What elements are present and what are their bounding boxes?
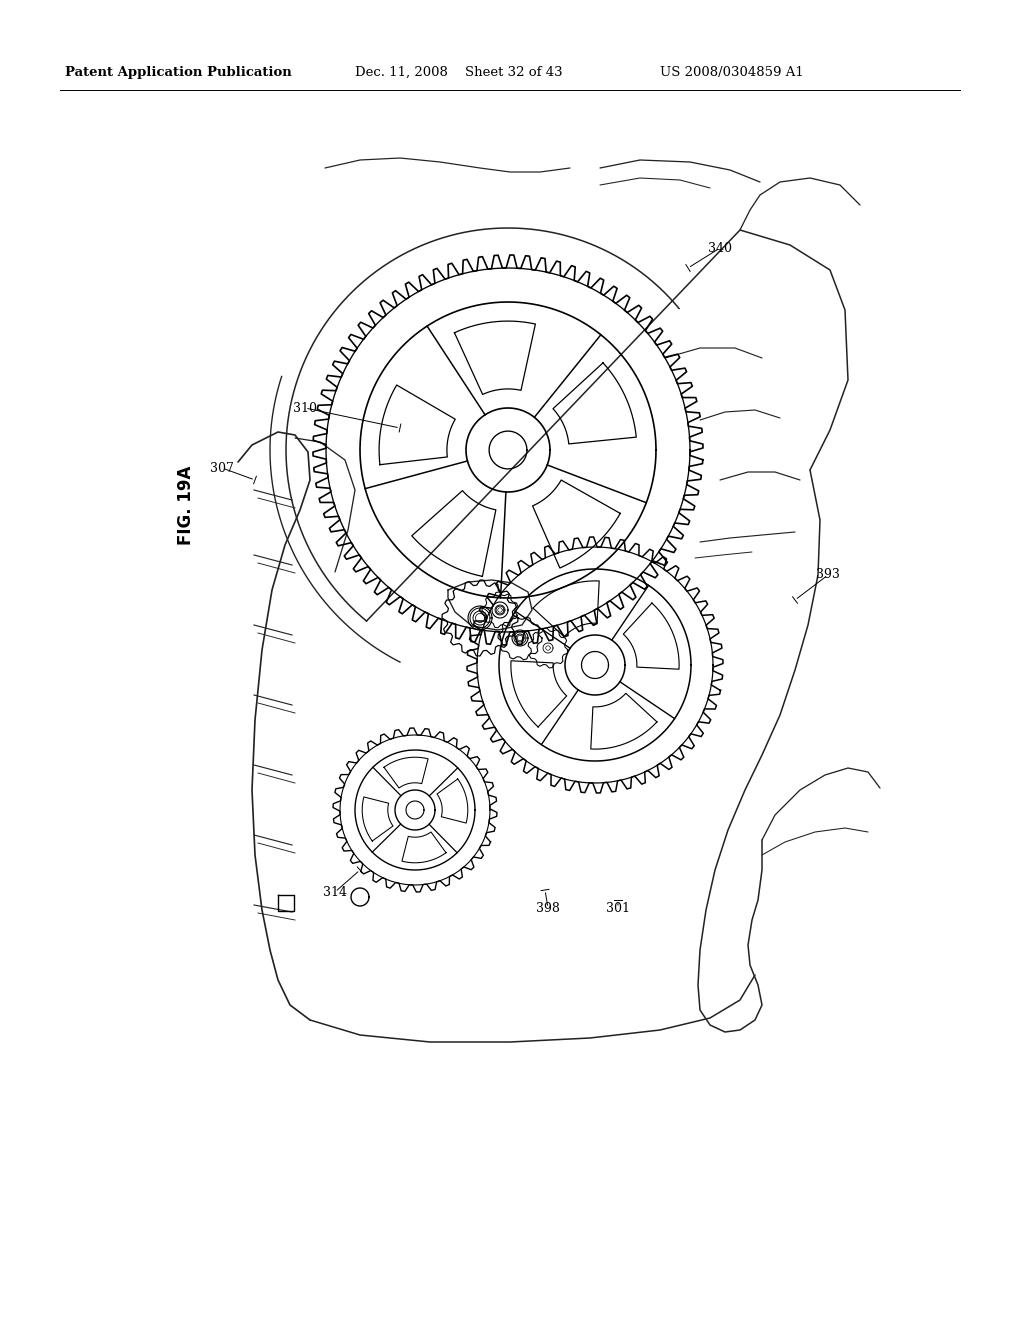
Text: 398: 398 (536, 902, 560, 915)
Text: FIG. 19A: FIG. 19A (177, 466, 195, 545)
Text: Sheet 32 of 43: Sheet 32 of 43 (465, 66, 562, 79)
Text: 340: 340 (708, 242, 732, 255)
Text: Patent Application Publication: Patent Application Publication (65, 66, 292, 79)
Text: 301: 301 (606, 902, 630, 915)
Text: 314: 314 (323, 886, 347, 899)
Text: US 2008/0304859 A1: US 2008/0304859 A1 (660, 66, 804, 79)
Text: 310: 310 (293, 401, 317, 414)
Text: 393: 393 (816, 569, 840, 582)
Text: Dec. 11, 2008: Dec. 11, 2008 (355, 66, 447, 79)
Text: 307: 307 (210, 462, 233, 474)
